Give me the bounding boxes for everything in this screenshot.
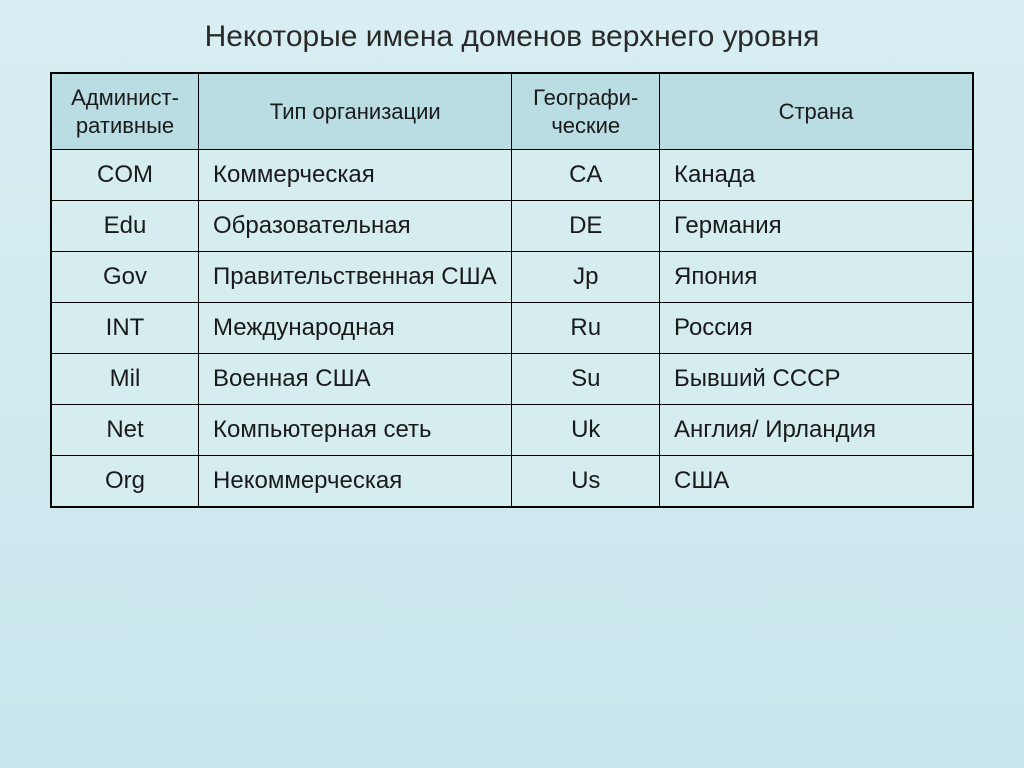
table-cell: Россия [660,303,974,354]
header-country: Страна [660,73,974,150]
table-cell: Германия [660,201,974,252]
table-row: EduОбразовательнаяDEГермания [51,201,973,252]
table-cell: COM [51,150,199,201]
table-cell: Ru [512,303,660,354]
table-row: GovПравительственная СШАJpЯпония [51,252,973,303]
table-cell: Англия/ Ирландия [660,405,974,456]
table-cell: Компьютерная сеть [199,405,512,456]
table-cell: Us [512,456,660,508]
table-cell: Военная США [199,354,512,405]
table-cell: Канада [660,150,974,201]
table-cell: Net [51,405,199,456]
table-row: INTМеждународнаяRuРоссия [51,303,973,354]
table-row: NetКомпьютерная сетьUkАнглия/ Ирландия [51,405,973,456]
table-row: OrgНекоммерческаяUsСША [51,456,973,508]
table-cell: INT [51,303,199,354]
header-type: Тип организации [199,73,512,150]
table-cell: Jp [512,252,660,303]
table-header-row: Админист-ративные Тип организации Геогра… [51,73,973,150]
table-cell: CA [512,150,660,201]
table-cell: Uk [512,405,660,456]
table-cell: Коммерческая [199,150,512,201]
table-cell: Международная [199,303,512,354]
table-cell: Правительственная США [199,252,512,303]
table-row: MilВоенная СШАSuБывший СССР [51,354,973,405]
table-cell: Mil [51,354,199,405]
table-row: COMКоммерческаяCAКанада [51,150,973,201]
header-admin: Админист-ративные [51,73,199,150]
table-cell: Образовательная [199,201,512,252]
table-cell: США [660,456,974,508]
table-cell: Edu [51,201,199,252]
table-cell: Su [512,354,660,405]
domains-table: Админист-ративные Тип организации Геогра… [50,72,974,508]
header-geo: Географи-ческие [512,73,660,150]
table-cell: DE [512,201,660,252]
table-cell: Org [51,456,199,508]
table-cell: Бывший СССР [660,354,974,405]
table-cell: Некоммерческая [199,456,512,508]
table-cell: Gov [51,252,199,303]
page-title: Некоторые имена доменов верхнего уровня [50,20,974,54]
table-cell: Япония [660,252,974,303]
table-body: COMКоммерческаяCAКанадаEduОбразовательна… [51,150,973,508]
